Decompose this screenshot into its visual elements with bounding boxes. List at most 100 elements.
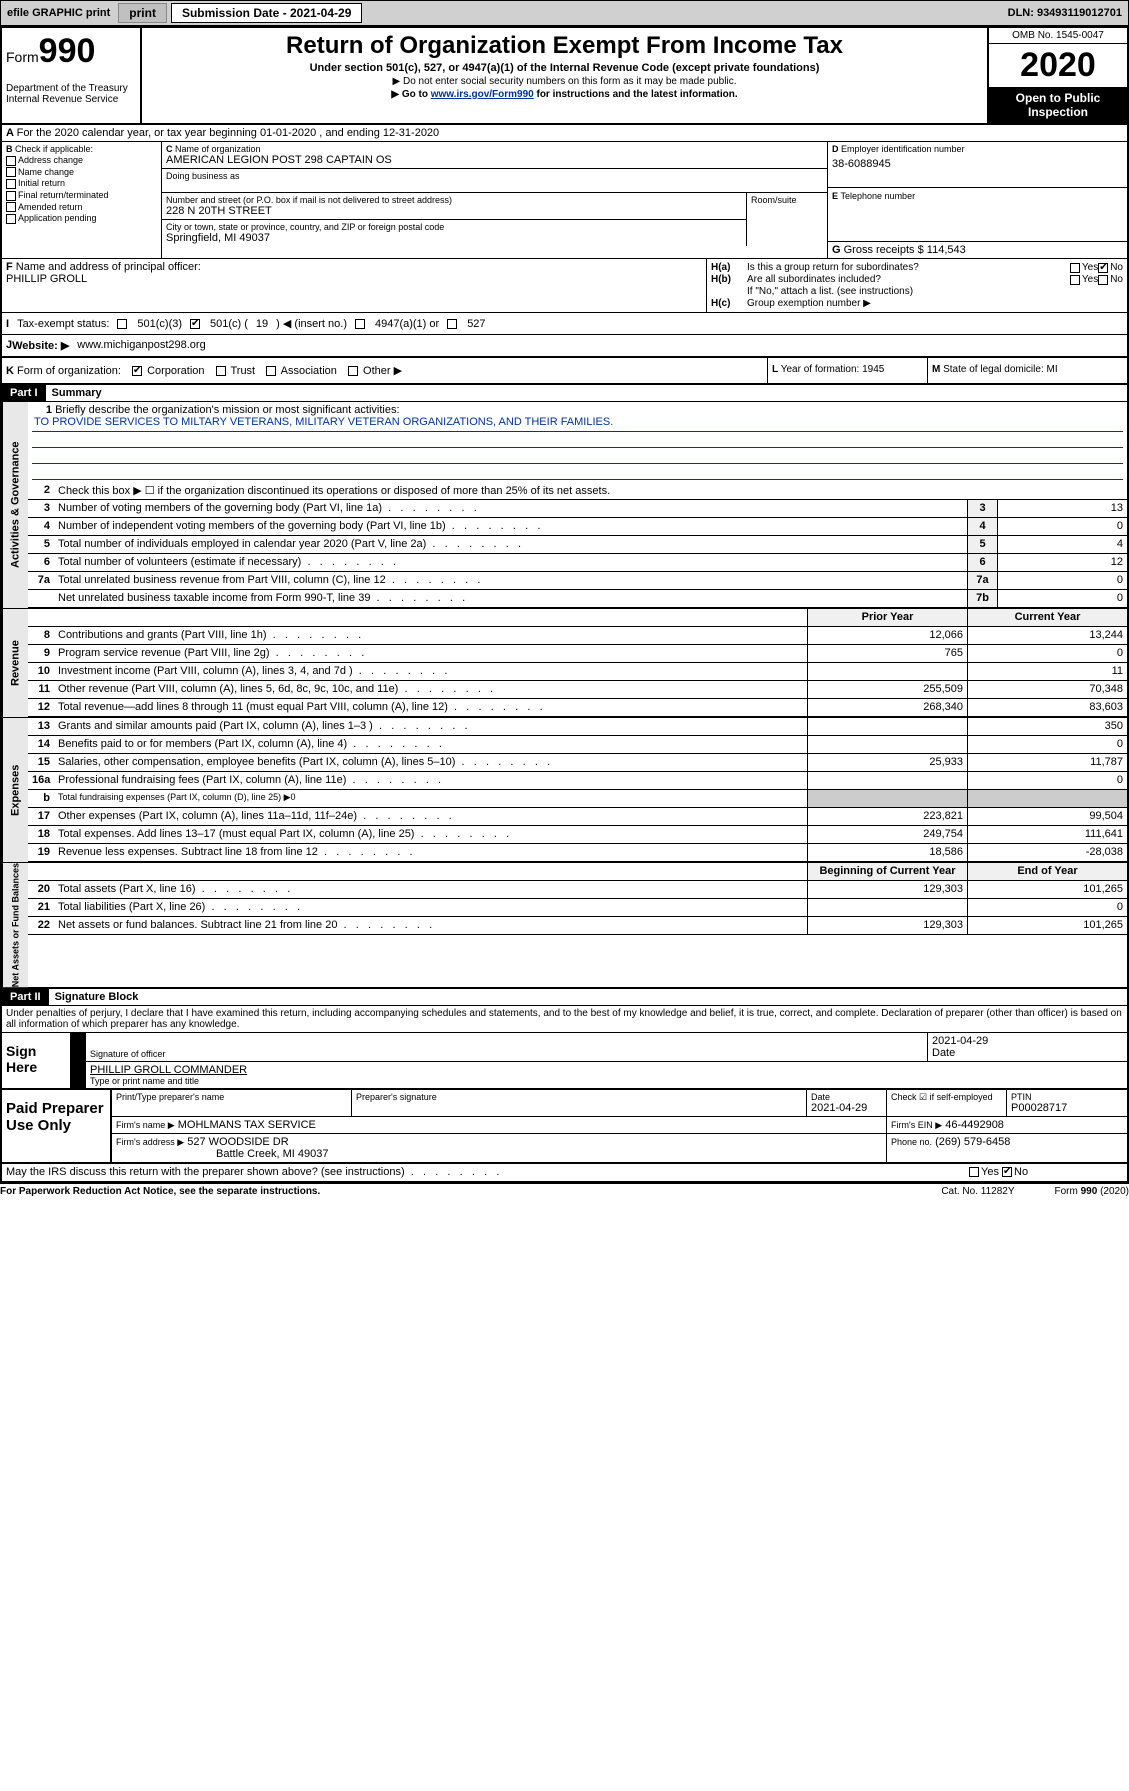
cb-initial-return[interactable] xyxy=(6,179,16,189)
top-toolbar: efile GRAPHIC print print Submission Dat… xyxy=(0,0,1129,26)
firm-address: 527 WOODSIDE DR xyxy=(187,1136,288,1148)
form-word: Form xyxy=(6,49,39,65)
line-1-mission: 1 Briefly describe the organization's mi… xyxy=(28,402,1127,482)
cb-501c[interactable] xyxy=(190,319,200,329)
cb-other[interactable] xyxy=(348,366,358,376)
block-d-e-g: D Employer identification number 38-6088… xyxy=(827,142,1127,258)
dln-label: DLN: 93493119012701 xyxy=(1002,5,1128,21)
cb-501c3[interactable] xyxy=(117,319,127,329)
section-i-tax-status: ITax-exempt status: 501(c)(3) 501(c) (19… xyxy=(2,313,1127,335)
ha-no[interactable] xyxy=(1098,263,1108,273)
form-subtitle-1: Under section 501(c), 527, or 4947(a)(1)… xyxy=(146,62,983,74)
irs-link[interactable]: www.irs.gov/Form990 xyxy=(431,89,534,100)
summary-line: 16aProfessional fundraising fees (Part I… xyxy=(28,772,1127,790)
summary-line: 12Total revenue—add lines 8 through 11 (… xyxy=(28,699,1127,717)
form-990: Form990 Department of the Treasury Inter… xyxy=(0,26,1129,1184)
omb-number: OMB No. 1545-0047 xyxy=(989,28,1127,44)
section-b-c-d-e: B Check if applicable: Address change Na… xyxy=(2,142,1127,259)
vtab-activities: Activities & Governance xyxy=(2,402,28,608)
form-title: Return of Organization Exempt From Incom… xyxy=(146,32,983,60)
website-url: www.michiganpost298.org xyxy=(77,339,205,352)
cb-address-change[interactable] xyxy=(6,156,16,166)
perjury-declaration: Under penalties of perjury, I declare th… xyxy=(2,1006,1127,1032)
firm-ein: 46-4492908 xyxy=(945,1119,1004,1131)
arrow-icon xyxy=(72,1062,86,1088)
block-c-org: C Name of organization AMERICAN LEGION P… xyxy=(162,142,827,258)
efile-label: efile GRAPHIC print xyxy=(1,5,116,21)
room-suite: Room/suite xyxy=(747,193,827,246)
summary-line: 4Number of independent voting members of… xyxy=(28,518,1127,536)
summary-line: 13Grants and similar amounts paid (Part … xyxy=(28,718,1127,736)
form-header: Form990 Department of the Treasury Inter… xyxy=(2,28,1127,125)
section-k-l-m: K Form of organization: Corporation Trus… xyxy=(2,358,1127,385)
cb-application-pending[interactable] xyxy=(6,214,16,224)
summary-line: bTotal fundraising expenses (Part IX, co… xyxy=(28,790,1127,808)
part-2-header: Part II Signature Block xyxy=(2,989,1127,1006)
summary-line: 3Number of voting members of the governi… xyxy=(28,500,1127,518)
paid-preparer-label: Paid Preparer Use Only xyxy=(2,1090,112,1162)
page-footer: For Paperwork Reduction Act Notice, see … xyxy=(0,1184,1129,1199)
summary-line: Net unrelated business taxable income fr… xyxy=(28,590,1127,608)
discuss-row: May the IRS discuss this return with the… xyxy=(2,1164,1127,1182)
state-domicile: MI xyxy=(1047,364,1058,375)
summary-line: 10Investment income (Part VIII, column (… xyxy=(28,663,1127,681)
open-to-public: Open to Public Inspection xyxy=(989,87,1127,123)
vtab-revenue: Revenue xyxy=(2,609,28,717)
officer-name-title: PHILLIP GROLL COMMANDER xyxy=(90,1064,1123,1076)
tax-year: 2020 xyxy=(989,44,1127,87)
vtab-net-assets: Net Assets or Fund Balances xyxy=(2,863,28,987)
cb-trust[interactable] xyxy=(216,366,226,376)
cb-4947a1[interactable] xyxy=(355,319,365,329)
ein: 38-6088945 xyxy=(832,158,1123,170)
summary-line: 17Other expenses (Part IX, column (A), l… xyxy=(28,808,1127,826)
section-a-tax-year: A For the 2020 calendar year, or tax yea… xyxy=(2,125,1127,142)
summary-line: 7aTotal unrelated business revenue from … xyxy=(28,572,1127,590)
discuss-yes[interactable] xyxy=(969,1167,979,1177)
summary-line: 22Net assets or fund balances. Subtract … xyxy=(28,917,1127,935)
header-left: Form990 Department of the Treasury Inter… xyxy=(2,28,142,123)
cb-association[interactable] xyxy=(266,366,276,376)
summary-line: 14Benefits paid to or for members (Part … xyxy=(28,736,1127,754)
block-b-checkboxes: B Check if applicable: Address change Na… xyxy=(2,142,162,258)
vtab-expenses: Expenses xyxy=(2,718,28,862)
cb-corporation[interactable] xyxy=(132,366,142,376)
org-name: AMERICAN LEGION POST 298 CAPTAIN OS xyxy=(166,154,823,166)
year-formation: 1945 xyxy=(862,364,884,375)
print-button[interactable]: print xyxy=(118,3,167,23)
block-f-officer: F Name and address of principal officer:… xyxy=(2,259,707,312)
sig-date: 2021-04-29 xyxy=(932,1035,1123,1047)
hb-yes[interactable] xyxy=(1070,275,1080,285)
cb-final-return[interactable] xyxy=(6,191,16,201)
cb-527[interactable] xyxy=(447,319,457,329)
form-subtitle-2: ▶ Do not enter social security numbers o… xyxy=(146,76,983,87)
cb-name-change[interactable] xyxy=(6,167,16,177)
dba-label: Doing business as xyxy=(166,171,823,181)
block-h: H(a)Is this a group return for subordina… xyxy=(707,259,1127,312)
firm-phone: (269) 579-6458 xyxy=(935,1136,1010,1148)
cb-amended-return[interactable] xyxy=(6,202,16,212)
sign-here-label: Sign Here xyxy=(2,1033,72,1088)
firm-name: MOHLMANS TAX SERVICE xyxy=(178,1119,316,1131)
dept-treasury: Department of the Treasury Internal Reve… xyxy=(6,83,136,105)
form-number: 990 xyxy=(39,32,96,70)
header-center: Return of Organization Exempt From Incom… xyxy=(142,28,987,123)
gross-receipts: 114,543 xyxy=(927,244,966,256)
part-1-header: Part I Summary xyxy=(2,385,1127,402)
header-right: OMB No. 1545-0047 2020 Open to Public In… xyxy=(987,28,1127,123)
summary-line: 11Other revenue (Part VIII, column (A), … xyxy=(28,681,1127,699)
discuss-no[interactable] xyxy=(1002,1167,1012,1177)
section-f-h: F Name and address of principal officer:… xyxy=(2,259,1127,313)
officer-name: PHILLIP GROLL xyxy=(6,273,702,285)
summary-line: 15Salaries, other compensation, employee… xyxy=(28,754,1127,772)
summary-line: 6Total number of volunteers (estimate if… xyxy=(28,554,1127,572)
summary-line: 19Revenue less expenses. Subtract line 1… xyxy=(28,844,1127,862)
summary-line: 9Program service revenue (Part VIII, lin… xyxy=(28,645,1127,663)
submission-date: Submission Date - 2021-04-29 xyxy=(171,3,362,23)
paid-preparer-block: Paid Preparer Use Only Print/Type prepar… xyxy=(2,1090,1127,1164)
summary-line: 18Total expenses. Add lines 13–17 (must … xyxy=(28,826,1127,844)
form-label: Form 990 (2020) xyxy=(1055,1186,1129,1197)
summary-line: 21Total liabilities (Part X, line 26)0 xyxy=(28,899,1127,917)
hb-no[interactable] xyxy=(1098,275,1108,285)
arrow-icon xyxy=(72,1033,86,1061)
ha-yes[interactable] xyxy=(1070,263,1080,273)
